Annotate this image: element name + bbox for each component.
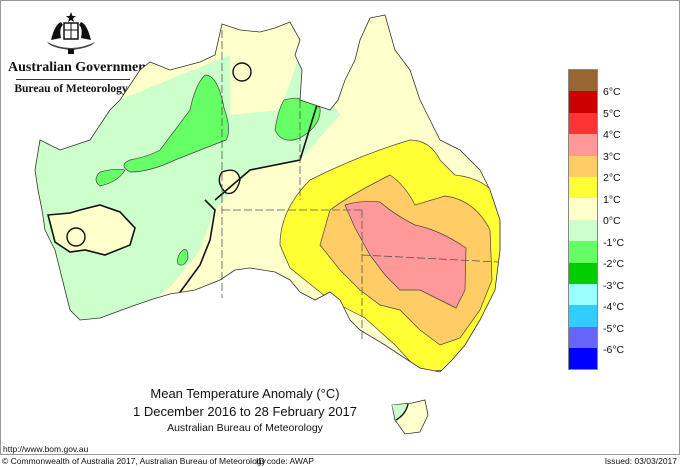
legend-swatch [569,348,597,370]
map-period: 1 December 2016 to 28 February 2017 [132,404,358,419]
agency-name: Bureau of Meteorology [14,83,128,95]
bom-logo: Australian Government Bureau of Meteorol… [8,10,151,95]
legend-label: -2°C [603,258,625,270]
legend-swatch [569,134,597,156]
legend-swatch [569,112,597,135]
map-source: Australian Bureau of Meteorology [167,422,323,434]
legend-label: 6°C [603,86,621,98]
legend-swatch [569,305,597,327]
government-name: Australian Government [8,60,151,75]
legend-label: -4°C [603,301,625,313]
legend-label: 5°C [603,108,621,120]
legend-swatch [569,219,597,242]
legend-swatch [569,155,597,177]
logo-divider [16,79,130,80]
legend-swatch [569,198,597,220]
legend-swatch [569,176,597,199]
color-legend [568,69,598,371]
legend-label: 1°C [603,194,621,206]
legend-swatch [569,326,597,349]
bom-url-link[interactable]: http://www.bom.gov.au [3,444,89,454]
legend-label: -3°C [603,280,625,292]
legend-label: -6°C [603,344,625,356]
coat-of-arms-icon [47,12,95,54]
legend-label: -1°C [603,237,625,249]
legend-swatch [569,262,597,284]
legend-swatch [569,283,597,306]
legend-swatch [569,91,597,113]
legend-label: 2°C [603,172,621,184]
legend-label: -5°C [603,323,625,335]
legend-label: 3°C [603,151,621,163]
legend-swatch [569,241,597,263]
legend-swatch [569,70,597,92]
id-code: ID code: AWAP [256,456,314,466]
legend-label: 0°C [603,215,621,227]
copyright-notice: © Commonwealth of Australia 2017, Austra… [2,456,266,466]
australia-anomaly-map [34,14,501,435]
map-title: Mean Temperature Anomaly (°C) [150,386,340,401]
legend-label: 4°C [603,129,621,141]
issued-date: Issued: 03/03/2017 [604,456,677,466]
